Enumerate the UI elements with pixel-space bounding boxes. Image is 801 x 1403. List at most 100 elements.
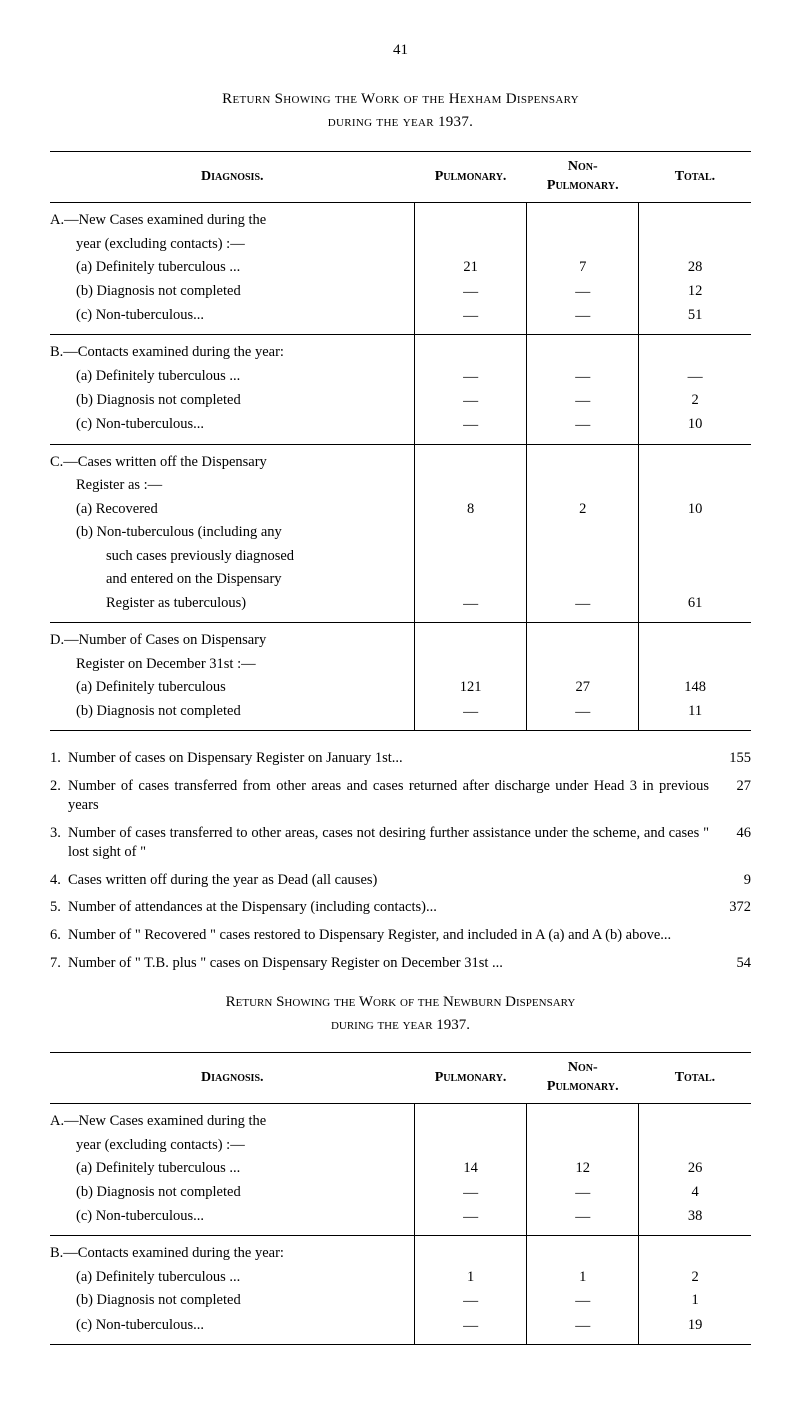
header-non-pulmonary: Non-Pulmonary. bbox=[527, 1053, 639, 1104]
item-text: Number of cases transferred to other are… bbox=[68, 824, 709, 863]
item-number: 2. bbox=[50, 777, 68, 816]
cell-p: — bbox=[415, 1205, 527, 1236]
item-text: Number of attendances at the Dispensary … bbox=[68, 898, 709, 918]
table-row: (a) Recovered 8 2 10 bbox=[50, 498, 751, 522]
cell-t: 38 bbox=[639, 1205, 751, 1236]
main-title-line1: Return Showing the Work of the Hexham Di… bbox=[222, 91, 579, 107]
section-b-head: B.—Contacts examined during the year: bbox=[50, 1244, 410, 1264]
header-total: Total. bbox=[639, 1053, 751, 1104]
header-diagnosis: Diagnosis. bbox=[50, 152, 415, 203]
cell-p: — bbox=[415, 389, 527, 413]
main-title: Return Showing the Work of the Hexham Di… bbox=[50, 88, 751, 133]
row-label: (a) Recovered bbox=[50, 500, 410, 520]
cell-t: 19 bbox=[639, 1314, 751, 1345]
table-header-row: Diagnosis. Pulmonary. Non-Pulmonary. Tot… bbox=[50, 1053, 751, 1104]
row-label: (c) Non-tuberculous... bbox=[50, 1207, 410, 1227]
item-text: Number of cases transferred from other a… bbox=[68, 777, 709, 816]
row-label-cont: and entered on the Dispensary bbox=[50, 570, 410, 590]
cell-np: — bbox=[527, 304, 639, 335]
cell-np: 2 bbox=[527, 498, 639, 522]
row-label: (b) Non-tuberculous (including any bbox=[50, 523, 410, 543]
table-header-row: Diagnosis. Pulmonary. Non-Pulmonary. Tot… bbox=[50, 152, 751, 203]
table-row: B.—Contacts examined during the year: bbox=[50, 1236, 751, 1266]
cell-t: — bbox=[639, 365, 751, 389]
table-row: (b) Diagnosis not completed — — 12 bbox=[50, 280, 751, 304]
item-text: Number of " Recovered " cases restored t… bbox=[68, 926, 709, 946]
section-b-head: B.—Contacts examined during the year: bbox=[50, 343, 410, 363]
cell-np: — bbox=[527, 700, 639, 731]
cell-p: 1 bbox=[415, 1266, 527, 1290]
cell-np: 1 bbox=[527, 1266, 639, 1290]
row-label: (c) Non-tuberculous... bbox=[50, 306, 410, 326]
table-row: (a) Definitely tuberculous ... 21 7 28 bbox=[50, 256, 751, 280]
cell-p: 8 bbox=[415, 498, 527, 522]
numbered-list: 1. Number of cases on Dispensary Registe… bbox=[50, 749, 751, 973]
cell-np: 7 bbox=[527, 256, 639, 280]
item-text: Number of cases on Dispensary Register o… bbox=[68, 749, 709, 769]
cell-p: 121 bbox=[415, 676, 527, 700]
table-row: Register on December 31st :— bbox=[50, 653, 751, 677]
secondary-title: Return Showing the Work of the Newburn D… bbox=[50, 991, 751, 1036]
cell-p: 14 bbox=[415, 1157, 527, 1181]
table-row: (a) Definitely tuberculous ... — — — bbox=[50, 365, 751, 389]
row-label: (b) Diagnosis not completed bbox=[50, 282, 410, 302]
cell-t: 28 bbox=[639, 256, 751, 280]
cell-p: — bbox=[415, 413, 527, 444]
table-row: A.—New Cases examined during the bbox=[50, 1103, 751, 1133]
item-number: 6. bbox=[50, 926, 68, 946]
row-label: (c) Non-tuberculous... bbox=[50, 1316, 410, 1336]
header-total: Total. bbox=[639, 152, 751, 203]
cell-t: 26 bbox=[639, 1157, 751, 1181]
table-row: C.—Cases written off the Dispensary bbox=[50, 445, 751, 475]
table-row: Register as :— bbox=[50, 474, 751, 498]
table-row: (a) Definitely tuberculous ... 1 1 2 bbox=[50, 1266, 751, 1290]
cell-np: — bbox=[527, 592, 639, 623]
item-value: 46 bbox=[709, 824, 751, 863]
cell-p: — bbox=[415, 365, 527, 389]
cell-t: 12 bbox=[639, 280, 751, 304]
secondary-title-line1: Return Showing the Work of the Newburn D… bbox=[226, 994, 576, 1010]
table-row: D.—Number of Cases on Dispensary bbox=[50, 623, 751, 653]
cell-p: 21 bbox=[415, 256, 527, 280]
cell-np: — bbox=[527, 1205, 639, 1236]
table-row: (b) Diagnosis not completed — — 4 bbox=[50, 1181, 751, 1205]
cell-p: — bbox=[415, 592, 527, 623]
row-label: (b) Diagnosis not completed bbox=[50, 1183, 410, 1203]
item-number: 1. bbox=[50, 749, 68, 769]
header-pulmonary: Pulmonary. bbox=[415, 152, 527, 203]
item-value: 54 bbox=[709, 954, 751, 974]
cell-t: 4 bbox=[639, 1181, 751, 1205]
table-row: Register as tuberculous) — — 61 bbox=[50, 592, 751, 623]
table-newburn: Diagnosis. Pulmonary. Non-Pulmonary. Tot… bbox=[50, 1052, 751, 1345]
cell-t: 61 bbox=[639, 592, 751, 623]
table-hexham: Diagnosis. Pulmonary. Non-Pulmonary. Tot… bbox=[50, 151, 751, 731]
cell-p: — bbox=[415, 304, 527, 335]
cell-p: — bbox=[415, 1289, 527, 1313]
item-number: 4. bbox=[50, 871, 68, 891]
table-row: B.—Contacts examined during the year: bbox=[50, 335, 751, 365]
item-text: Cases written off during the year as Dea… bbox=[68, 871, 709, 891]
cell-p: — bbox=[415, 1314, 527, 1345]
item-value bbox=[709, 926, 751, 946]
item-number: 5. bbox=[50, 898, 68, 918]
list-item: 1. Number of cases on Dispensary Registe… bbox=[50, 749, 751, 769]
cell-np: — bbox=[527, 280, 639, 304]
list-item: 5. Number of attendances at the Dispensa… bbox=[50, 898, 751, 918]
section-divider bbox=[50, 1344, 751, 1345]
row-label: (c) Non-tuberculous... bbox=[50, 415, 410, 435]
cell-np: — bbox=[527, 389, 639, 413]
table-row: such cases previously diagnosed bbox=[50, 545, 751, 569]
header-non-pulmonary: Non-Pulmonary. bbox=[527, 152, 639, 203]
cell-p: — bbox=[415, 1181, 527, 1205]
section-a-head: A.—New Cases examined during the bbox=[50, 1112, 410, 1132]
section-a-head2: year (excluding contacts) :— bbox=[50, 1136, 410, 1156]
row-label: (a) Definitely tuberculous ... bbox=[50, 367, 410, 387]
cell-t: 10 bbox=[639, 498, 751, 522]
list-item: 3. Number of cases transferred to other … bbox=[50, 824, 751, 863]
cell-np: 27 bbox=[527, 676, 639, 700]
table-row: (c) Non-tuberculous... — — 10 bbox=[50, 413, 751, 444]
secondary-title-line2: during the year 1937. bbox=[331, 1017, 470, 1033]
item-value: 372 bbox=[709, 898, 751, 918]
table-row: A.—New Cases examined during the bbox=[50, 203, 751, 233]
row-label-cont: such cases previously diagnosed bbox=[50, 547, 410, 567]
